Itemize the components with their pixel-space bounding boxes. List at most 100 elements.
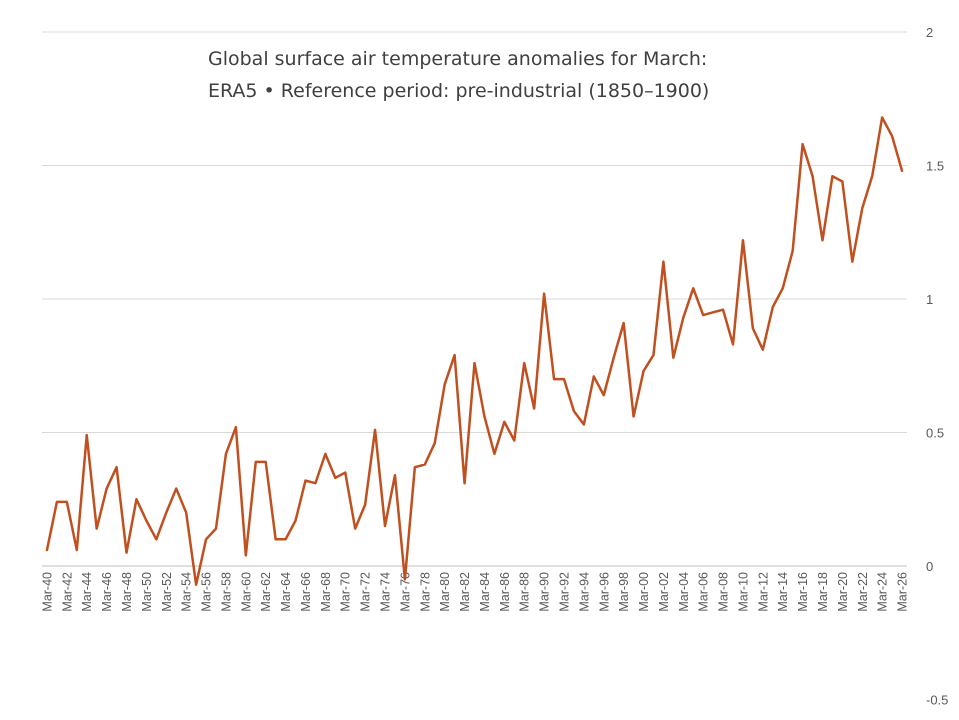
y-tick-label: 0: [926, 559, 933, 574]
data-point: [404, 578, 406, 580]
data-point: [56, 501, 58, 503]
data-point: [672, 357, 674, 359]
data-point: [523, 362, 525, 364]
x-tick-label: Mar-72: [359, 572, 373, 612]
data-point: [155, 538, 157, 540]
x-tick-label: Mar-84: [478, 572, 492, 612]
data-point: [334, 477, 336, 479]
x-tick-label: Mar-24: [876, 572, 890, 612]
x-tick-label: Mar-60: [239, 572, 253, 612]
x-tick-label: Mar-58: [219, 572, 233, 612]
data-point: [245, 554, 247, 556]
x-tick-label: Mar-70: [339, 572, 353, 612]
data-point: [463, 482, 465, 484]
data-point: [115, 466, 117, 468]
x-tick-label: Mar-64: [279, 572, 293, 612]
x-tick-label: Mar-92: [557, 572, 571, 612]
x-tick-label: Mar-02: [657, 572, 671, 612]
data-point: [274, 538, 276, 540]
data-point: [165, 511, 167, 513]
data-point: [453, 354, 455, 356]
data-point: [762, 349, 764, 351]
data-point: [66, 501, 68, 503]
data-point: [632, 415, 634, 417]
x-tick-label: Mar-86: [498, 572, 512, 612]
x-tick-label: Mar-20: [836, 572, 850, 612]
x-tick-label: Mar-94: [577, 572, 591, 612]
data-point: [493, 453, 495, 455]
data-point: [344, 471, 346, 473]
data-point: [712, 311, 714, 313]
data-point: [652, 354, 654, 356]
data-point: [841, 180, 843, 182]
data-point: [682, 316, 684, 318]
data-point: [543, 292, 545, 294]
data-point: [175, 487, 177, 489]
x-tick-label: Mar-98: [617, 572, 631, 612]
data-point: [215, 527, 217, 529]
x-tick-label: Mar-44: [80, 572, 94, 612]
x-tick-label: Mar-42: [60, 572, 74, 612]
y-tick-label: -0.5: [926, 693, 948, 708]
data-point: [782, 287, 784, 289]
data-point: [125, 551, 127, 553]
data-point: [473, 362, 475, 364]
x-tick-label: Mar-26: [896, 572, 910, 612]
data-point: [901, 170, 903, 172]
x-tick-label: Mar-48: [120, 572, 134, 612]
x-tick-label: Mar-82: [458, 572, 472, 612]
data-point: [76, 549, 78, 551]
x-tick-label: Mar-52: [160, 572, 174, 612]
x-tick-label: Mar-12: [756, 572, 770, 612]
data-point: [821, 239, 823, 241]
data-point: [374, 429, 376, 431]
data-point: [583, 423, 585, 425]
chart-title-line-2: ERA5 • Reference period: pre-industrial …: [208, 80, 709, 102]
data-point: [46, 549, 48, 551]
data-point: [603, 394, 605, 396]
x-tick-label: Mar-08: [717, 572, 731, 612]
data-point: [881, 116, 883, 118]
x-tick-label: Mar-40: [40, 572, 54, 612]
x-tick-label: Mar-10: [736, 572, 750, 612]
data-point: [861, 207, 863, 209]
data-point: [563, 378, 565, 380]
x-tick-label: Mar-16: [796, 572, 810, 612]
x-tick-label: Mar-74: [379, 572, 393, 612]
x-tick-label: Mar-68: [319, 572, 333, 612]
data-point: [851, 260, 853, 262]
data-point: [791, 250, 793, 252]
data-point: [225, 453, 227, 455]
x-tick-label: Mar-22: [856, 572, 870, 612]
data-point: [811, 175, 813, 177]
data-point: [195, 583, 197, 585]
data-point: [642, 370, 644, 372]
x-tick-label: Mar-80: [438, 572, 452, 612]
data-point: [185, 511, 187, 513]
x-tick-label: Mar-18: [816, 572, 830, 612]
x-tick-label: Mar-78: [418, 572, 432, 612]
data-point: [622, 322, 624, 324]
data-point: [105, 487, 107, 489]
data-point: [394, 474, 396, 476]
x-tick-label: Mar-88: [518, 572, 532, 612]
x-tick-label: Mar-76: [398, 572, 412, 612]
x-tick-label: Mar-04: [677, 572, 691, 612]
data-points: [46, 116, 903, 586]
data-point: [513, 439, 515, 441]
data-point: [86, 434, 88, 436]
data-point: [443, 383, 445, 385]
x-tick-label: Mar-56: [200, 572, 214, 612]
y-axis-tick-labels: 2 1.5 1 0.5 0 -0.5: [926, 25, 948, 708]
x-tick-label: Mar-96: [597, 572, 611, 612]
gridlines: [42, 31, 907, 567]
data-point: [95, 527, 97, 529]
series-line: [45, 116, 904, 586]
data-point: [891, 135, 893, 137]
x-tick-label: Mar-54: [180, 572, 194, 612]
data-point: [612, 357, 614, 359]
data-point: [831, 175, 833, 177]
data-point: [503, 421, 505, 423]
x-tick-label: Mar-46: [100, 572, 114, 612]
